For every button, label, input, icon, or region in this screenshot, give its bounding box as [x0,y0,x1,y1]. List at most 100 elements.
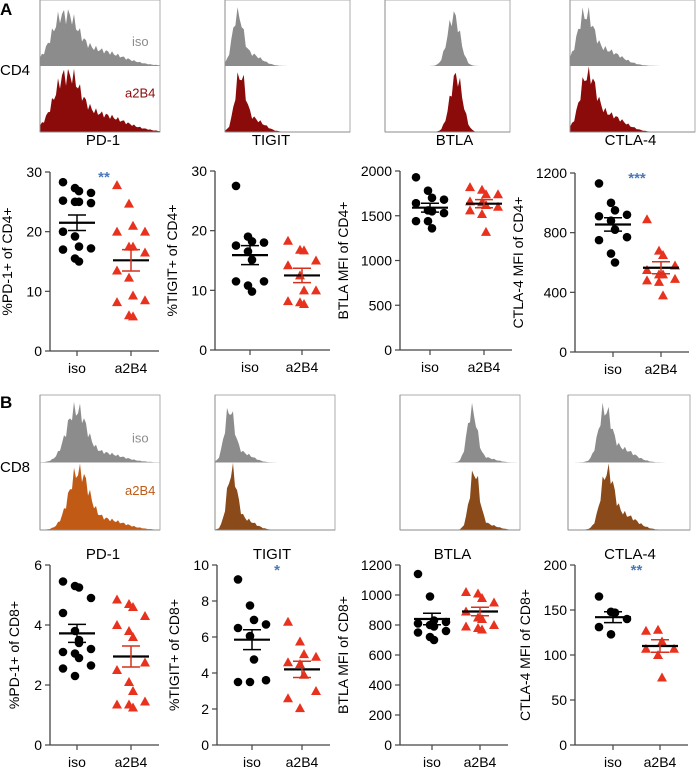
y-tick-label: 200 [369,707,393,723]
histogram-frame [39,394,161,531]
iso-data-point [247,287,257,296]
x-tick-label: a2B4 [115,754,148,770]
y-tick-label: 2000 [361,163,392,179]
a2b4-data-point [299,245,309,255]
iso-data-point [622,210,632,220]
iso-data-point [622,614,632,624]
dot-plot-a-pd-1: PD-1 0 10 20 30 iso a2B4 %PD-1+ of CD4+ ** [0,132,159,376]
y-tick-label: 200 [544,557,568,573]
y-tick-label: 0 [559,344,567,360]
iso-data-point [411,172,421,182]
a2b4-data-point [465,205,475,215]
iso-histogram [568,402,690,463]
y-tick-label: 800 [369,617,393,633]
iso-data-point [622,232,632,242]
a2b4-data-point [124,626,134,635]
iso-data-point [259,238,269,247]
histogram-cd8-btla [399,394,521,531]
a2b4-data-point [311,285,321,295]
y-tick-label: 1200 [536,165,567,181]
x-tick-label: iso [423,754,441,770]
iso-data-point [74,653,84,663]
iso-data-point [249,655,259,664]
a2b4-data-point [658,290,668,300]
y-axis-label: %PD-1+ of CD4+ [0,207,15,315]
x-tick-label: a2B4 [464,754,497,770]
iso-data-point [439,208,449,218]
dot-plot-a-ctla-4: CTLA-4 0 400 800 1200 iso a2B4 CTLA-4 MFI of CD… [510,132,689,377]
cell-type-label: CD8 [0,459,30,476]
a2b4-data-point [299,299,309,309]
a2b4-data-point [641,625,651,635]
significance-marker: ** [98,169,110,186]
a2b4-data-point [112,226,122,236]
plot-title: CTLA-4 [604,546,656,563]
iso-data-point [70,232,80,241]
dot-plot-b-tigit: TIGIT 0 2 4 6 8 10 iso a2B4 %TIGIT+ of CD8+ * [166,546,330,770]
a2b4-data-point [140,247,150,257]
iso-label: iso [132,34,149,49]
a2b4-data-point [493,189,503,199]
iso-data-point [86,244,96,253]
plot-title: CTLA-4 [605,132,657,149]
a2b4-data-point [299,285,309,295]
a2b4-data-point [477,208,487,218]
iso-data-point [606,249,616,258]
x-tick-label: iso [604,754,622,770]
a2b4-data-point [124,272,134,282]
y-tick-label: 0 [384,342,392,358]
y-tick-label: 4 [201,665,209,681]
iso-data-point [261,620,271,629]
y-tick-label: 0 [201,737,209,753]
a2b4-data-point [112,297,122,307]
a2b4-data-point [653,650,663,659]
a2b4-histogram [40,463,160,530]
a2b4-data-point [283,616,293,626]
iso-data-point [610,205,620,215]
iso-histogram [570,6,695,66]
iso-data-point [86,593,96,603]
y-tick-label: 1200 [361,557,392,573]
y-tick-label: 10 [26,283,42,299]
iso-data-point [231,181,241,191]
a2b4-histogram [40,68,160,132]
a2b4-data-point [283,235,293,245]
x-tick-label: iso [241,359,259,375]
a2b4-data-point [128,686,138,695]
histogram-cd4-pd-1 [39,0,161,133]
x-tick-label: a2B4 [286,754,319,770]
iso-data-point [411,216,421,226]
a2b4-data-point [124,677,134,686]
a2b4-data-point [128,241,138,251]
significance-marker: *** [628,170,646,187]
iso-data-point [86,661,96,670]
a2b4-data-point [128,602,138,611]
y-tick-label: 10 [191,282,207,298]
y-tick-label: 600 [369,647,393,663]
y-tick-label: 6 [34,557,42,573]
a2b4-data-point [112,665,122,674]
y-tick-label: 400 [544,284,568,300]
y-tick-label: 1500 [361,208,392,224]
iso-histogram [215,407,335,463]
plot-title: PD-1 [86,132,120,149]
y-tick-label: 0 [559,737,567,753]
iso-label: iso [132,430,149,445]
iso-data-point [58,245,68,254]
iso-data-point [231,277,241,286]
iso-histogram [40,401,160,463]
significance-marker: ** [631,562,643,579]
iso-histogram [385,11,510,66]
iso-data-point [58,608,68,618]
x-tick-label: a2B4 [286,359,319,375]
histogram-cd8-pd-1 [39,394,161,531]
histogram-cd8-ctla-4 [567,394,691,531]
a2b4-histogram [215,462,335,530]
iso-data-point [429,635,439,645]
a2b4-data-point [311,686,321,695]
histogram-cd4-tigit [224,0,351,133]
a2b4-data-point [283,296,293,306]
a2b4-data-point [477,593,487,602]
iso-data-point [413,569,423,579]
